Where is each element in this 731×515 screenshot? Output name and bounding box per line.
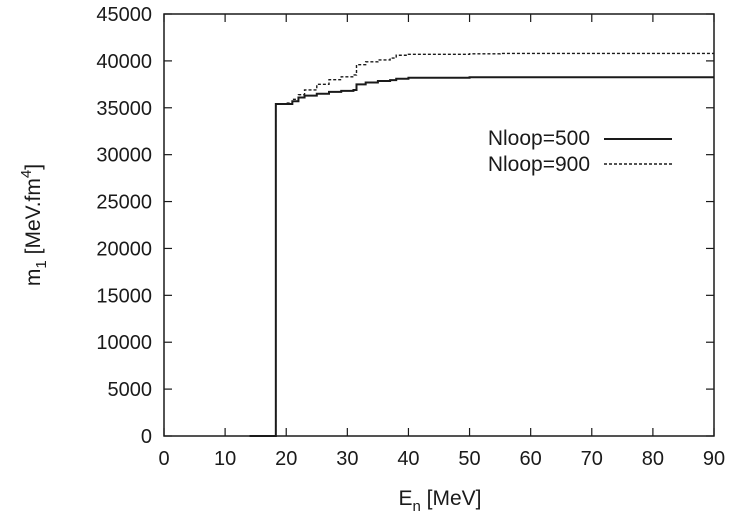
plot-frame bbox=[163, 13, 715, 437]
series-layer bbox=[249, 52, 714, 437]
x-tick-label: 90 bbox=[703, 448, 725, 470]
legend-label-nloop-900: Nloop=900 bbox=[488, 153, 590, 176]
y-tick-label: 40000 bbox=[96, 51, 152, 73]
legend: Nloop=500 Nloop=900 bbox=[488, 127, 672, 176]
legend-label-nloop-500: Nloop=500 bbox=[488, 127, 590, 150]
y-tick-label: 0 bbox=[141, 426, 152, 448]
ticks-layer: 0 10 20 30 40 50 60 70 80 90 0 5000 10000 15000 20000 2… bbox=[96, 4, 725, 470]
x-tick-label: 40 bbox=[397, 448, 419, 470]
y-tick-label: 20000 bbox=[96, 238, 152, 260]
y-tick-label: 15000 bbox=[96, 285, 152, 307]
x-tick-label: 70 bbox=[581, 448, 603, 470]
x-tick-label: 0 bbox=[158, 448, 169, 470]
x-axis-title: En [MeV] bbox=[398, 487, 481, 515]
y-tick-label: 30000 bbox=[96, 145, 152, 167]
y-tick-label: 10000 bbox=[96, 332, 152, 354]
y-tick-label: 35000 bbox=[96, 98, 152, 120]
x-tick-label: 20 bbox=[275, 448, 297, 470]
x-tick-label: 30 bbox=[336, 448, 358, 470]
series-line-nloop-500 bbox=[249, 76, 714, 437]
y-tick-label: 25000 bbox=[96, 192, 152, 214]
y-tick-label: 45000 bbox=[96, 4, 152, 26]
series-line-nloop-900 bbox=[249, 52, 714, 437]
x-tick-label: 80 bbox=[642, 448, 664, 470]
x-tick-label: 10 bbox=[214, 448, 236, 470]
y-axis-title: m1 [MeV.fm4] bbox=[18, 164, 50, 286]
x-tick-label: 50 bbox=[458, 448, 480, 470]
y-tick-label: 5000 bbox=[108, 379, 153, 401]
x-tick-label: 60 bbox=[520, 448, 542, 470]
